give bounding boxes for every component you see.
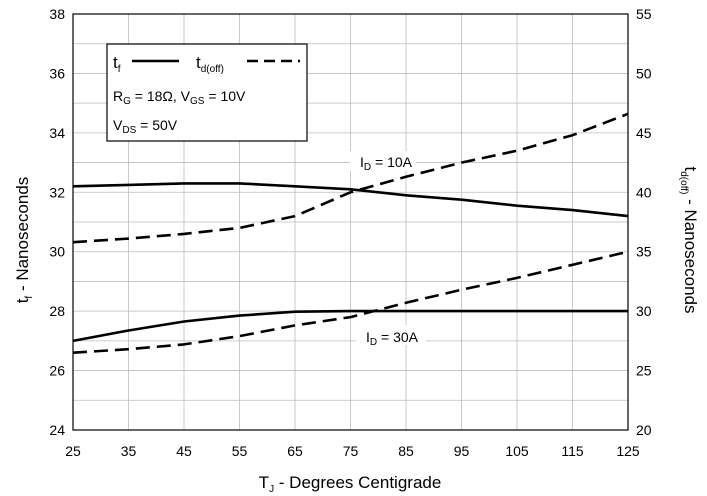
- legend-tf-label: tf: [113, 53, 121, 75]
- svg-text:ID = 10A: ID = 10A: [360, 154, 413, 173]
- y-right-tick-label: 50: [636, 65, 652, 81]
- plot-frame: [72, 13, 629, 431]
- tick-labels: 25 35 45 55 65 75 85 95 105 115 125 24 26 28 30 32 34 36 3…: [49, 6, 651, 459]
- y-axis-right-title: td(off) - Nanoseconds: [678, 167, 700, 314]
- series-line-tdoff-30a: [72, 250, 629, 354]
- annotation-10a-main: I: [360, 154, 364, 170]
- y-left-tick-label: 30: [49, 244, 65, 260]
- x-tick-label: 105: [505, 443, 529, 459]
- series-line-tf-30a: [72, 309, 628, 343]
- y-right-tick-label: 30: [636, 303, 652, 319]
- y-right-tick-label: 45: [636, 125, 652, 141]
- x-tick-label: 35: [121, 443, 137, 459]
- annotation-10a-rest: = 10A: [371, 154, 413, 170]
- series-line-tdoff-10a: [72, 112, 629, 244]
- x-axis-title: TJ - Degrees Centigrade: [259, 473, 442, 495]
- svg-text:ID = 30A: ID = 30A: [366, 329, 419, 348]
- legend: tf td(off) RG = 18Ω, VGS = 10V VDS = 50V: [106, 43, 308, 142]
- y-axis-left-title: tf - Nanoseconds: [13, 177, 35, 304]
- y-left-tick-label: 32: [49, 184, 65, 200]
- series-group: [72, 112, 629, 354]
- y-left-tick-label: 34: [49, 125, 65, 141]
- y-right-tick-label: 35: [636, 244, 652, 260]
- y-left-tick-label: 28: [49, 303, 65, 319]
- annotation-id-10a: ID = 10A: [350, 151, 416, 173]
- annotation-30a-sub: D: [370, 337, 377, 348]
- annotation-30a-rest: = 30A: [377, 329, 419, 345]
- x-tick-label: 85: [398, 443, 414, 459]
- annotation-10a-sub: D: [364, 162, 371, 173]
- y-right-tick-label: 55: [636, 6, 652, 22]
- legend-conditions-1: RG = 18Ω, VGS = 10V: [113, 88, 246, 107]
- x-tick-label: 125: [616, 443, 640, 459]
- x-tick-label: 75: [343, 443, 359, 459]
- y-right-tick-label: 25: [636, 363, 652, 379]
- y-right-tick-label: 40: [636, 184, 652, 200]
- x-tick-label: 45: [176, 443, 192, 459]
- y-left-tick-label: 36: [49, 65, 65, 81]
- x-tick-label: 115: [561, 443, 584, 459]
- y-left-tick-label: 38: [49, 6, 65, 22]
- x-tick-label: 55: [232, 443, 248, 459]
- legend-conditions-2: VDS = 50V: [113, 117, 178, 136]
- x-tick-label: 65: [287, 443, 303, 459]
- annotation-id-30a: ID = 30A: [356, 325, 426, 348]
- y-left-tick-label: 26: [49, 363, 65, 379]
- y-left-tick-label: 24: [49, 422, 65, 438]
- x-tick-label: 95: [454, 443, 470, 459]
- y-right-tick-label: 20: [636, 422, 652, 438]
- x-tick-label: 25: [65, 443, 81, 459]
- annotation-30a-main: I: [366, 329, 370, 345]
- series-line-tf-10a: [72, 182, 629, 218]
- legend-tdoff-label: td(off): [196, 53, 224, 75]
